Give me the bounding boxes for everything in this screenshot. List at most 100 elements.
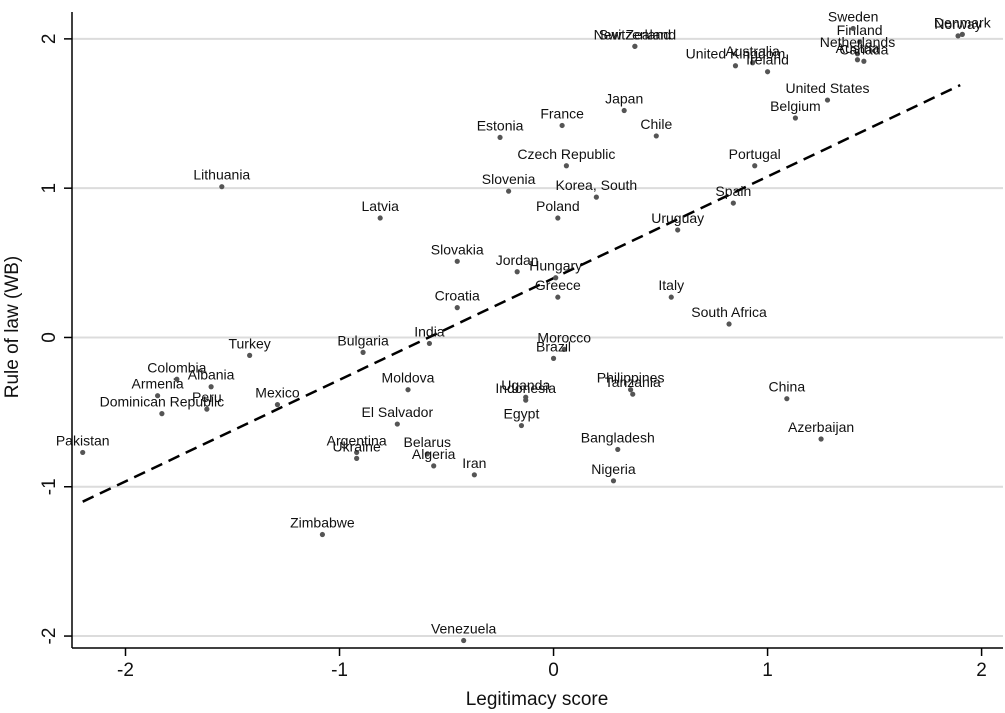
data-point	[792, 115, 798, 121]
data-point	[523, 397, 529, 403]
y-tick-label: 1	[39, 183, 60, 194]
data-point	[784, 396, 790, 402]
data-point	[471, 472, 477, 478]
data-point-label: Albania	[188, 367, 235, 383]
data-point	[824, 97, 831, 103]
y-tick-label: -2	[39, 628, 60, 645]
data-point	[553, 275, 559, 281]
data-point-label: Dominican Republic	[100, 394, 225, 410]
data-point-label: Zimbabwe	[290, 515, 355, 531]
data-point	[615, 446, 621, 453]
data-point	[159, 411, 165, 417]
data-point	[752, 163, 758, 169]
data-point-label: Australia	[725, 43, 780, 59]
data-point	[955, 33, 961, 39]
data-point	[593, 194, 599, 200]
data-point	[632, 43, 638, 49]
data-point	[959, 31, 965, 37]
data-point-label: Finland	[837, 22, 883, 38]
data-point-label: Pakistan	[56, 432, 110, 448]
data-point	[518, 422, 525, 429]
data-point-label: France	[540, 105, 584, 121]
data-point-label: Slovakia	[431, 241, 484, 257]
x-tick-label: -2	[117, 660, 134, 681]
data-point	[497, 134, 503, 141]
data-point	[555, 215, 561, 221]
data-point	[850, 25, 856, 32]
data-point-label: Canada	[839, 41, 888, 57]
data-point-label: Japan	[605, 91, 643, 107]
data-point-label: Bangladesh	[581, 429, 655, 445]
data-point-label: Netherlands	[820, 34, 896, 50]
data-point-label: Philippines	[597, 370, 665, 386]
data-point	[247, 352, 253, 358]
data-point	[80, 449, 86, 456]
data-point-label: Czech Republic	[517, 146, 615, 162]
data-point-label: Venezuela	[431, 621, 497, 637]
data-point-label: Estonia	[477, 117, 524, 133]
data-point-label: Moldova	[382, 370, 435, 386]
data-point	[426, 340, 433, 347]
y-tick-label: -1	[39, 478, 60, 495]
data-point-label: Slovenia	[482, 171, 536, 187]
data-point	[749, 60, 756, 66]
data-point	[204, 406, 210, 412]
axis-ticks: -2 -1 0 1 2 -2 -1 0 1 2	[39, 34, 987, 681]
data-point-label: Morocco	[537, 329, 591, 345]
data-point	[732, 63, 739, 69]
data-point	[653, 133, 659, 139]
data-point	[550, 355, 557, 361]
data-point	[461, 637, 467, 644]
data-point-label: Mexico	[255, 385, 300, 401]
data-point	[394, 421, 400, 427]
data-point-label: Azerbaijan	[788, 419, 854, 435]
data-point	[555, 294, 561, 300]
data-point-label: Egypt	[504, 406, 540, 422]
data-point-label: Korea, South	[555, 177, 637, 193]
x-axis-title: Legitimacy score	[466, 689, 609, 710]
data-point	[354, 455, 360, 461]
data-point	[506, 188, 512, 194]
data-point	[514, 269, 520, 275]
data-point-label: El Salvador	[362, 404, 434, 420]
data-point-label: Chile	[640, 116, 672, 132]
data-point	[208, 384, 214, 390]
data-point	[174, 376, 180, 382]
data-point-label: Spain	[715, 183, 751, 199]
data-point	[628, 387, 634, 393]
data-point	[818, 436, 824, 442]
data-point	[854, 57, 861, 63]
data-point	[377, 215, 383, 221]
data-point-label: Brazil	[536, 338, 571, 354]
fit-line-group	[82, 84, 961, 503]
data-point-label: Turkey	[228, 335, 270, 351]
x-tick-label: 2	[976, 660, 987, 681]
data-point-label: Uganda	[501, 377, 550, 393]
x-tick-label: 1	[762, 660, 773, 681]
data-point-label: United States	[785, 80, 869, 96]
data-point-label: Croatia	[435, 288, 480, 304]
data-point-label: Denmark	[934, 14, 992, 30]
data-point-label: Colombia	[147, 359, 206, 375]
data-point	[854, 51, 861, 57]
data-point	[405, 387, 411, 393]
data-point	[454, 305, 460, 311]
data-point-label: Austria	[836, 40, 880, 56]
data-point-label: Belarus	[404, 434, 451, 450]
data-point-label: South Africa	[691, 304, 767, 320]
data-point-label: Latvia	[362, 198, 400, 214]
x-tick-label: 0	[548, 660, 559, 681]
data-point	[675, 227, 681, 233]
data-point-label: Jordan	[496, 252, 539, 268]
data-point	[424, 451, 430, 457]
data-point	[559, 122, 565, 129]
data-point	[610, 478, 617, 484]
data-point	[219, 184, 225, 190]
data-point-label: China	[769, 379, 806, 395]
data-point	[668, 294, 674, 300]
data-point-label: Portugal	[729, 146, 781, 162]
data-point-label: New Zealand	[594, 26, 677, 42]
data-point-label: Uruguay	[651, 210, 704, 226]
